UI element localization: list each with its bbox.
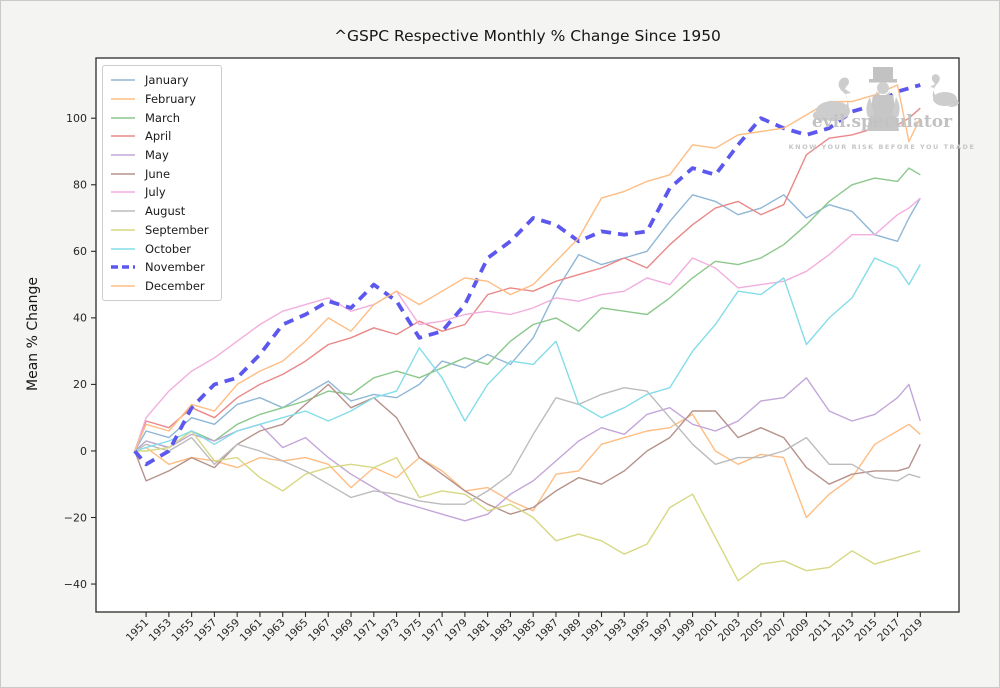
- x-tick-label: 1951: [124, 617, 151, 644]
- series-line-march: [134, 167, 921, 452]
- legend: January February March April May June July Augu…: [102, 65, 222, 302]
- y-tick-label: 40: [73, 312, 87, 325]
- series-line-february: [134, 413, 921, 519]
- x-tick-label: 1981: [465, 617, 492, 644]
- legend-line-swatch: [111, 116, 135, 119]
- series-line-september: [134, 430, 921, 582]
- x-tick-label: 2007: [761, 617, 788, 644]
- legend-label: August: [145, 204, 186, 219]
- x-tick-label: 1955: [169, 617, 196, 644]
- x-tick-label: 1969: [329, 617, 356, 644]
- x-tick-label: 2019: [898, 617, 925, 644]
- legend-line-swatch: [111, 265, 135, 269]
- series-line-october: [134, 257, 921, 452]
- legend-label: February: [145, 92, 196, 107]
- x-tick-label: 1993: [602, 617, 629, 644]
- legend-item-november: November: [110, 258, 209, 277]
- series-lines: [133, 83, 921, 582]
- y-tick-label: 80: [73, 179, 87, 192]
- legend-item-july: July: [110, 183, 209, 202]
- series-line-december: [134, 84, 921, 452]
- y-tick-label: −40: [64, 578, 87, 591]
- legend-item-march: March: [110, 108, 209, 127]
- legend-label: March: [145, 110, 181, 125]
- legend-label: October: [145, 241, 192, 256]
- x-tick-label: 2003: [716, 617, 743, 644]
- axes-background: [96, 58, 959, 612]
- x-tick-label: 1985: [511, 617, 538, 644]
- y-tick-label: 20: [73, 378, 87, 391]
- legend-label: May: [145, 148, 169, 163]
- legend-label: November: [145, 260, 205, 275]
- legend-item-august: August: [110, 202, 209, 221]
- legend-line-swatch: [111, 135, 135, 138]
- x-tick-label: 1979: [443, 617, 470, 644]
- legend-item-september: September: [110, 221, 209, 240]
- series-line-june: [134, 383, 921, 515]
- legend-label: September: [145, 222, 209, 237]
- series-line-january: [134, 194, 921, 452]
- series-line-july: [134, 197, 921, 452]
- series-line-august: [134, 387, 921, 505]
- series-line-april: [134, 107, 921, 452]
- x-tick-label: 1995: [625, 617, 652, 644]
- legend-label: July: [145, 185, 166, 200]
- legend-item-october: October: [110, 239, 209, 258]
- y-tick-label: 100: [66, 112, 87, 125]
- legend-line-swatch: [111, 229, 135, 231]
- chart-title: ^GSPC Respective Monthly % Change Since …: [334, 27, 721, 45]
- x-tick-label: 1977: [420, 617, 447, 644]
- legend-item-april: April: [110, 127, 209, 146]
- axes-frame: [95, 57, 960, 613]
- x-tick-label: 1997: [648, 617, 675, 644]
- x-tick-label: 1971: [352, 617, 379, 644]
- legend-item-december: December: [110, 277, 209, 296]
- x-tick-label: 2009: [784, 617, 811, 644]
- legend-label: April: [145, 129, 172, 144]
- x-tick-label: 2011: [807, 617, 834, 644]
- x-tick-label: 1965: [283, 617, 310, 644]
- x-tick-label: 1975: [397, 617, 424, 644]
- legend-line-swatch: [111, 98, 135, 100]
- legend-line-swatch: [111, 285, 135, 287]
- legend-item-january: January: [110, 71, 209, 90]
- legend-line-swatch: [111, 172, 135, 175]
- legend-item-june: June: [110, 164, 209, 183]
- x-tick-label: 1953: [147, 617, 174, 644]
- x-tick-label: 2005: [739, 617, 766, 644]
- series-line-november: [133, 83, 921, 467]
- x-tick-label: 1963: [260, 617, 287, 644]
- x-tick-label: 2017: [875, 617, 902, 644]
- legend-line-swatch: [111, 191, 135, 194]
- legend-item-february: February: [110, 90, 209, 109]
- x-tick-label: 1983: [488, 617, 515, 644]
- x-tick-label: 1987: [534, 617, 561, 644]
- x-tick-label: 1957: [192, 617, 219, 644]
- x-tick-label: 1999: [670, 617, 697, 644]
- x-tick-label: 2015: [852, 617, 879, 644]
- legend-line-swatch: [111, 79, 135, 82]
- legend-line-swatch: [111, 247, 135, 250]
- x-tick-label: 2001: [693, 617, 720, 644]
- legend-line-swatch: [111, 154, 135, 156]
- legend-line-swatch: [111, 210, 135, 212]
- y-tick-label: 0: [80, 445, 87, 458]
- y-tick-label: −20: [64, 511, 87, 524]
- x-tick-label: 1973: [374, 617, 401, 644]
- x-tick-label: 1989: [556, 617, 583, 644]
- x-tick-label: 1991: [579, 617, 606, 644]
- y-tick-label: 60: [73, 245, 87, 258]
- x-tick-label: 2013: [830, 617, 857, 644]
- legend-label: January: [145, 73, 189, 88]
- x-tick-label: 1961: [238, 617, 265, 644]
- legend-label: June: [145, 166, 171, 181]
- legend-item-may: May: [110, 146, 209, 165]
- x-tick-label: 1959: [215, 617, 242, 644]
- x-tick-label: 1967: [306, 617, 333, 644]
- legend-label: December: [145, 278, 205, 293]
